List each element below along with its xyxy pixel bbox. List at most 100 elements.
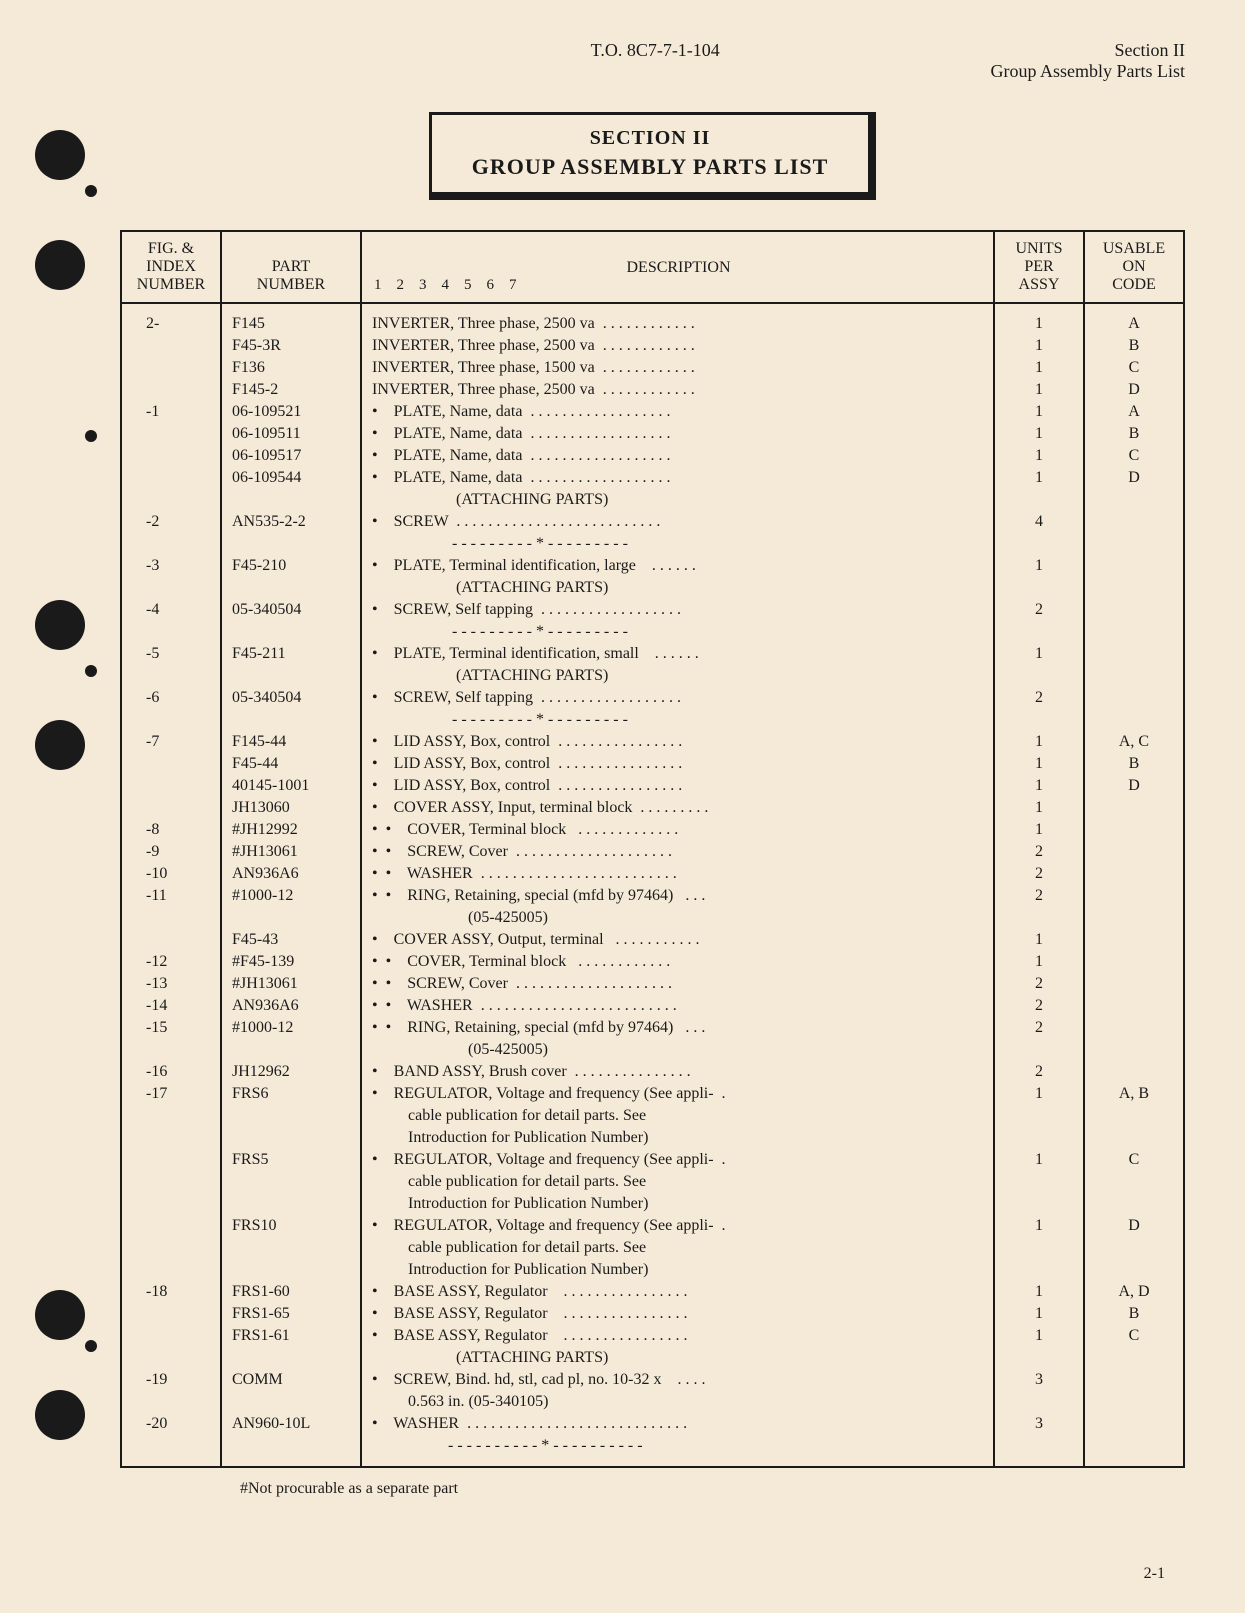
cell-part: FRS1-61: [221, 1325, 361, 1347]
cell-part: [221, 709, 361, 731]
cell-part: [221, 1127, 361, 1149]
doc-number: T.O. 8C7-7-1-104: [320, 40, 990, 82]
cell-units: 2: [994, 885, 1084, 907]
cell-desc: Introduction for Publication Number): [361, 1259, 994, 1281]
hole-punch: [35, 1290, 85, 1340]
cell-units: 1: [994, 731, 1084, 753]
table-row: (05-425005): [121, 1039, 1184, 1061]
col-units: UNITS PER ASSY: [994, 231, 1084, 303]
cell-idx: [121, 1127, 221, 1149]
cell-code: [1084, 995, 1184, 1017]
cell-desc: • LID ASSY, Box, control . . . . . . . .…: [361, 731, 994, 753]
cell-part: JH13060: [221, 797, 361, 819]
table-row: F45-43• COVER ASSY, Output, terminal . .…: [121, 929, 1184, 951]
cell-idx: -17: [121, 1083, 221, 1105]
cell-idx: [121, 753, 221, 775]
cell-idx: [121, 489, 221, 511]
cell-units: 1: [994, 313, 1084, 335]
cell-desc: • PLATE, Name, data . . . . . . . . . . …: [361, 423, 994, 445]
table-row: -405-340504• SCREW, Self tapping . . . .…: [121, 599, 1184, 621]
cell-desc: Introduction for Publication Number): [361, 1193, 994, 1215]
cell-units: [994, 489, 1084, 511]
title-line2: GROUP ASSEMBLY PARTS LIST: [472, 154, 829, 180]
table-row: - - - - - - - - - * - - - - - - - - -: [121, 533, 1184, 555]
cell-desc: • BAND ASSY, Brush cover . . . . . . . .…: [361, 1061, 994, 1083]
cell-units: [994, 665, 1084, 687]
cell-part: F136: [221, 357, 361, 379]
cell-desc: - - - - - - - - - * - - - - - - - - -: [361, 533, 994, 555]
cell-part: F145: [221, 313, 361, 335]
cell-units: 2: [994, 995, 1084, 1017]
cell-code: [1084, 1061, 1184, 1083]
cell-part: [221, 1039, 361, 1061]
cell-code: [1084, 1127, 1184, 1149]
cell-units: 2: [994, 687, 1084, 709]
cell-part: FRS5: [221, 1149, 361, 1171]
cell-part: FRS1-60: [221, 1281, 361, 1303]
cell-part: FRS10: [221, 1215, 361, 1237]
cell-code: [1084, 1435, 1184, 1457]
cell-desc: cable publication for detail parts. See: [361, 1171, 994, 1193]
cell-part: #JH13061: [221, 841, 361, 863]
cell-idx: [121, 929, 221, 951]
cell-part: F45-211: [221, 643, 361, 665]
cell-units: [994, 1127, 1084, 1149]
cell-units: 1: [994, 1303, 1084, 1325]
hole-punch-small: [85, 1340, 97, 1352]
cell-idx: -14: [121, 995, 221, 1017]
cell-part: F145-2: [221, 379, 361, 401]
cell-part: [221, 1237, 361, 1259]
table-row: FRS1-65• BASE ASSY, Regulator . . . . . …: [121, 1303, 1184, 1325]
cell-units: 1: [994, 1083, 1084, 1105]
hole-punch: [35, 130, 85, 180]
cell-idx: [121, 1347, 221, 1369]
cell-code: D: [1084, 775, 1184, 797]
cell-desc: INVERTER, Three phase, 2500 va . . . . .…: [361, 379, 994, 401]
table-row: FRS5• REGULATOR, Voltage and frequency (…: [121, 1149, 1184, 1171]
cell-units: 2: [994, 599, 1084, 621]
cell-desc: • SCREW, Bind. hd, stl, cad pl, no. 10-3…: [361, 1369, 994, 1391]
cell-desc: • REGULATOR, Voltage and frequency (See …: [361, 1083, 994, 1105]
cell-idx: -18: [121, 1281, 221, 1303]
cell-code: [1084, 489, 1184, 511]
cell-units: [994, 577, 1084, 599]
cell-code: [1084, 951, 1184, 973]
table-row: -106-109521• PLATE, Name, data . . . . .…: [121, 401, 1184, 423]
hole-punch: [35, 600, 85, 650]
cell-desc: • • COVER, Terminal block . . . . . . . …: [361, 951, 994, 973]
cell-desc: (ATTACHING PARTS): [361, 1347, 994, 1369]
cell-idx: [121, 1391, 221, 1413]
cell-code: D: [1084, 379, 1184, 401]
cell-idx: [121, 423, 221, 445]
cell-idx: [121, 621, 221, 643]
cell-units: 1: [994, 555, 1084, 577]
cell-part: [221, 533, 361, 555]
cell-part: [221, 1347, 361, 1369]
cell-idx: [121, 775, 221, 797]
table-row: -20AN960-10L• WASHER . . . . . . . . . .…: [121, 1413, 1184, 1435]
cell-part: #JH12992: [221, 819, 361, 841]
cell-desc: • SCREW . . . . . . . . . . . . . . . . …: [361, 511, 994, 533]
cell-units: 1: [994, 335, 1084, 357]
cell-part: [221, 1193, 361, 1215]
cell-part: 06-109517: [221, 445, 361, 467]
cell-part: 40145-1001: [221, 775, 361, 797]
cell-code: D: [1084, 467, 1184, 489]
cell-desc: (ATTACHING PARTS): [361, 577, 994, 599]
hole-punch-small: [85, 665, 97, 677]
cell-units: [994, 533, 1084, 555]
table-row: -605-340504• SCREW, Self tapping . . . .…: [121, 687, 1184, 709]
table-row: 40145-1001• LID ASSY, Box, control . . .…: [121, 775, 1184, 797]
cell-code: [1084, 973, 1184, 995]
table-row: -2AN535-2-2• SCREW . . . . . . . . . . .…: [121, 511, 1184, 533]
cell-code: [1084, 797, 1184, 819]
cell-code: [1084, 819, 1184, 841]
cell-idx: -6: [121, 687, 221, 709]
cell-idx: [121, 1193, 221, 1215]
cell-desc: (05-425005): [361, 1039, 994, 1061]
cell-part: 05-340504: [221, 599, 361, 621]
cell-idx: -3: [121, 555, 221, 577]
cell-part: AN936A6: [221, 863, 361, 885]
cell-desc: 0.563 in. (05-340105): [361, 1391, 994, 1413]
cell-desc: - - - - - - - - - - * - - - - - - - - - …: [361, 1435, 994, 1457]
